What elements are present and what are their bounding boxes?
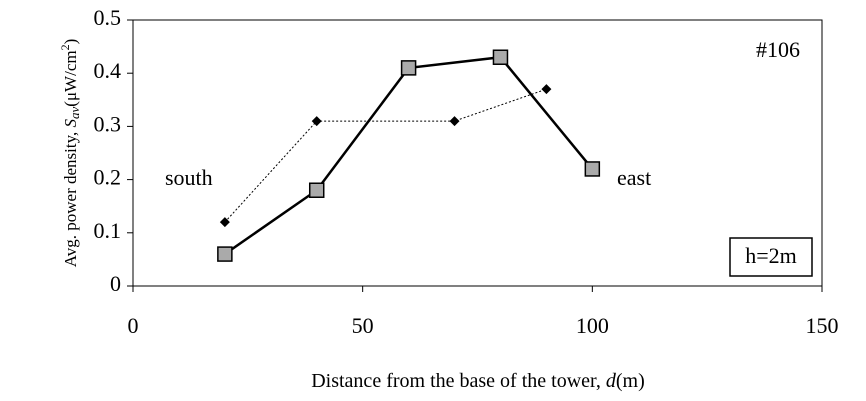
marker bbox=[541, 84, 552, 95]
y-tick-label: 0.5 bbox=[94, 5, 122, 30]
x-tick-label: 100 bbox=[576, 313, 609, 338]
x-label-part: (m) bbox=[616, 370, 645, 392]
y-tick-label: 0 bbox=[110, 271, 121, 296]
x-label-part: d bbox=[606, 370, 617, 392]
annotation: #106 bbox=[756, 37, 800, 62]
y-tick-label: 0.2 bbox=[94, 165, 122, 190]
series-line bbox=[224, 55, 594, 256]
marker bbox=[400, 60, 417, 76]
annotation-box bbox=[729, 237, 813, 277]
marker bbox=[311, 116, 322, 127]
y-label-part: 2 bbox=[58, 44, 72, 50]
marker bbox=[308, 182, 325, 198]
x-tick-label: 0 bbox=[128, 313, 139, 338]
series-line bbox=[224, 88, 547, 223]
y-label-part: ) bbox=[61, 39, 80, 45]
series-label: east bbox=[617, 165, 651, 190]
y-tick-label: 0.3 bbox=[94, 111, 122, 136]
x-tick-label: 150 bbox=[806, 313, 839, 338]
y-label-part: S bbox=[61, 119, 80, 128]
marker bbox=[217, 246, 233, 262]
marker bbox=[584, 161, 601, 177]
y-tick-label: 0.4 bbox=[94, 58, 122, 83]
y-label-part: (μW/cm bbox=[61, 50, 80, 106]
y-axis-label: Avg. power density, Sav(μW/cm2) bbox=[58, 39, 82, 268]
y-tick-label: 0.1 bbox=[94, 218, 122, 243]
x-tick-label: 50 bbox=[352, 313, 374, 338]
marker bbox=[219, 217, 230, 228]
x-label-part: Distance from the base of the tower, bbox=[311, 370, 606, 392]
y-label-part: Avg. power density, bbox=[61, 128, 80, 268]
marker bbox=[449, 116, 460, 127]
x-axis-label: Distance from the base of the tower, d(m… bbox=[311, 370, 645, 392]
annotation: h=2m bbox=[745, 243, 797, 268]
y-label-part: av bbox=[67, 107, 82, 120]
plot-frame bbox=[132, 19, 823, 287]
series-label: south bbox=[165, 165, 213, 190]
marker bbox=[492, 49, 509, 65]
